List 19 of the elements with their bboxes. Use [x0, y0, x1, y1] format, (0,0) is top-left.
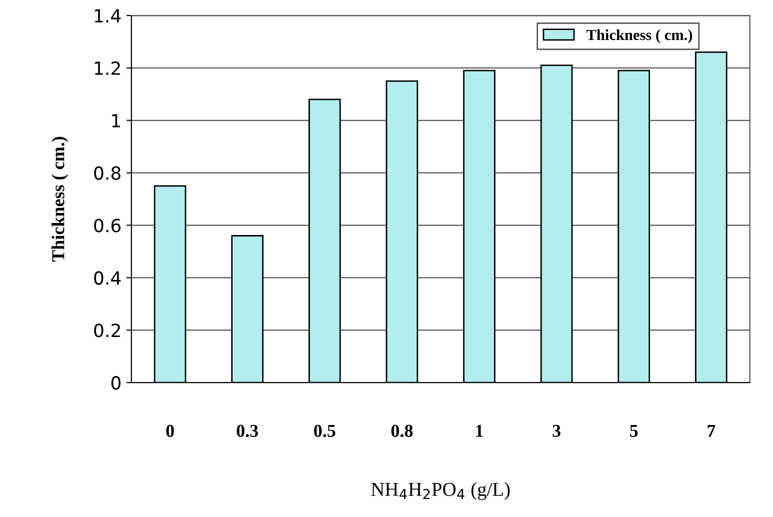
y-tick-label: 1 [112, 114, 120, 128]
y-tick-label: 0.6 [94, 218, 121, 232]
x-tick-label: 0.5 [314, 424, 336, 438]
y-tick-label: 0.8 [94, 166, 120, 180]
y-tick-label: 0.4 [94, 271, 121, 285]
x-tick-label: 0.3 [236, 424, 258, 438]
x-tick-label: 3 [552, 424, 560, 437]
x-tick-label: 0.8 [391, 424, 413, 438]
y-tick-label: 1.4 [94, 9, 121, 22]
x-tick-label: 0 [166, 424, 174, 437]
y-tick-label: 0 [111, 376, 120, 390]
y-tick-label: 0.2 [94, 324, 120, 338]
x-tick-label: 1 [476, 424, 483, 437]
y-tick-label: 1.2 [94, 61, 120, 75]
x-tick-label: 7 [708, 424, 716, 437]
x-tick-label: 5 [630, 424, 638, 437]
y-axis-title: Thickness ( cm.) [52, 136, 68, 262]
x-axis-title: NH$_{4}$H$_{2}$PO$_{4}$ (g/L) [371, 482, 510, 500]
legend-label: Thickness ( cm.) [586, 29, 692, 44]
